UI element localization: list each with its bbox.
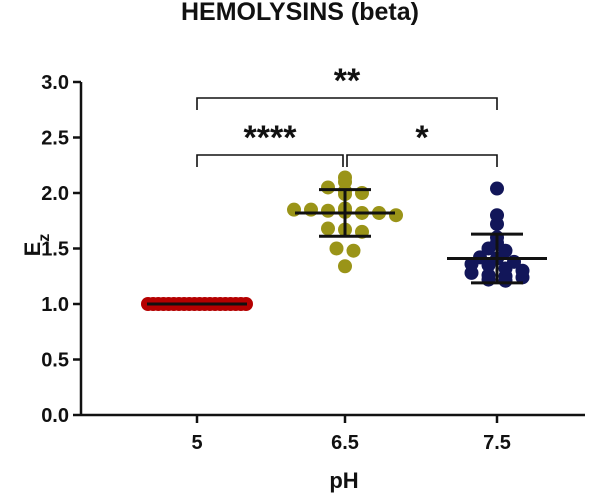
significance-bracket xyxy=(196,154,344,167)
y-tick-label: 1.0 xyxy=(41,294,69,316)
significance-annotations: **** *** xyxy=(196,62,498,167)
data-point xyxy=(515,263,530,278)
data-point xyxy=(338,259,352,274)
y-axis-label-main: E xyxy=(20,242,45,257)
data-point xyxy=(507,254,521,269)
data-point xyxy=(346,243,361,258)
axes xyxy=(73,80,585,423)
data-point xyxy=(287,202,301,217)
data-point xyxy=(338,170,352,185)
x-tick-label: 6.5 xyxy=(331,432,359,454)
significance-label: **** xyxy=(244,119,298,157)
y-tick-label: 3.0 xyxy=(41,72,69,94)
tick-labels: 0.0 0.5 1.0 1.5 2.0 2.5 3.0 5 6.5 7.5 xyxy=(41,72,511,454)
data-point xyxy=(321,221,335,236)
data-point xyxy=(321,180,335,195)
y-tick-label: 2.5 xyxy=(41,128,69,150)
y-axis-label: Ez xyxy=(20,234,53,257)
data-point xyxy=(304,202,318,217)
significance-bracket xyxy=(346,154,498,167)
data-point xyxy=(481,268,496,283)
x-tick-label: 7.5 xyxy=(483,432,511,454)
x-axis-label: pH xyxy=(329,468,358,493)
error-bars xyxy=(147,188,547,306)
y-tick-label: 2.0 xyxy=(41,183,69,205)
data-point xyxy=(355,186,369,200)
significance-label: * xyxy=(415,119,429,157)
data-point xyxy=(490,181,504,196)
data-point xyxy=(490,208,504,223)
significance-label: ** xyxy=(334,62,361,100)
y-tick-label: 0.0 xyxy=(41,405,69,427)
y-axis-label-subscript: z xyxy=(36,234,53,242)
data-point xyxy=(329,241,344,256)
chart-title: HEMOLYSINS (beta) xyxy=(181,0,419,26)
significance-bracket xyxy=(196,97,498,110)
data-point xyxy=(321,203,335,218)
x-tick-label: 5 xyxy=(191,432,202,454)
data-points xyxy=(141,170,530,311)
y-tick-label: 0.5 xyxy=(41,350,69,372)
y-tick-label: 1.5 xyxy=(41,239,69,261)
data-point xyxy=(389,208,403,223)
